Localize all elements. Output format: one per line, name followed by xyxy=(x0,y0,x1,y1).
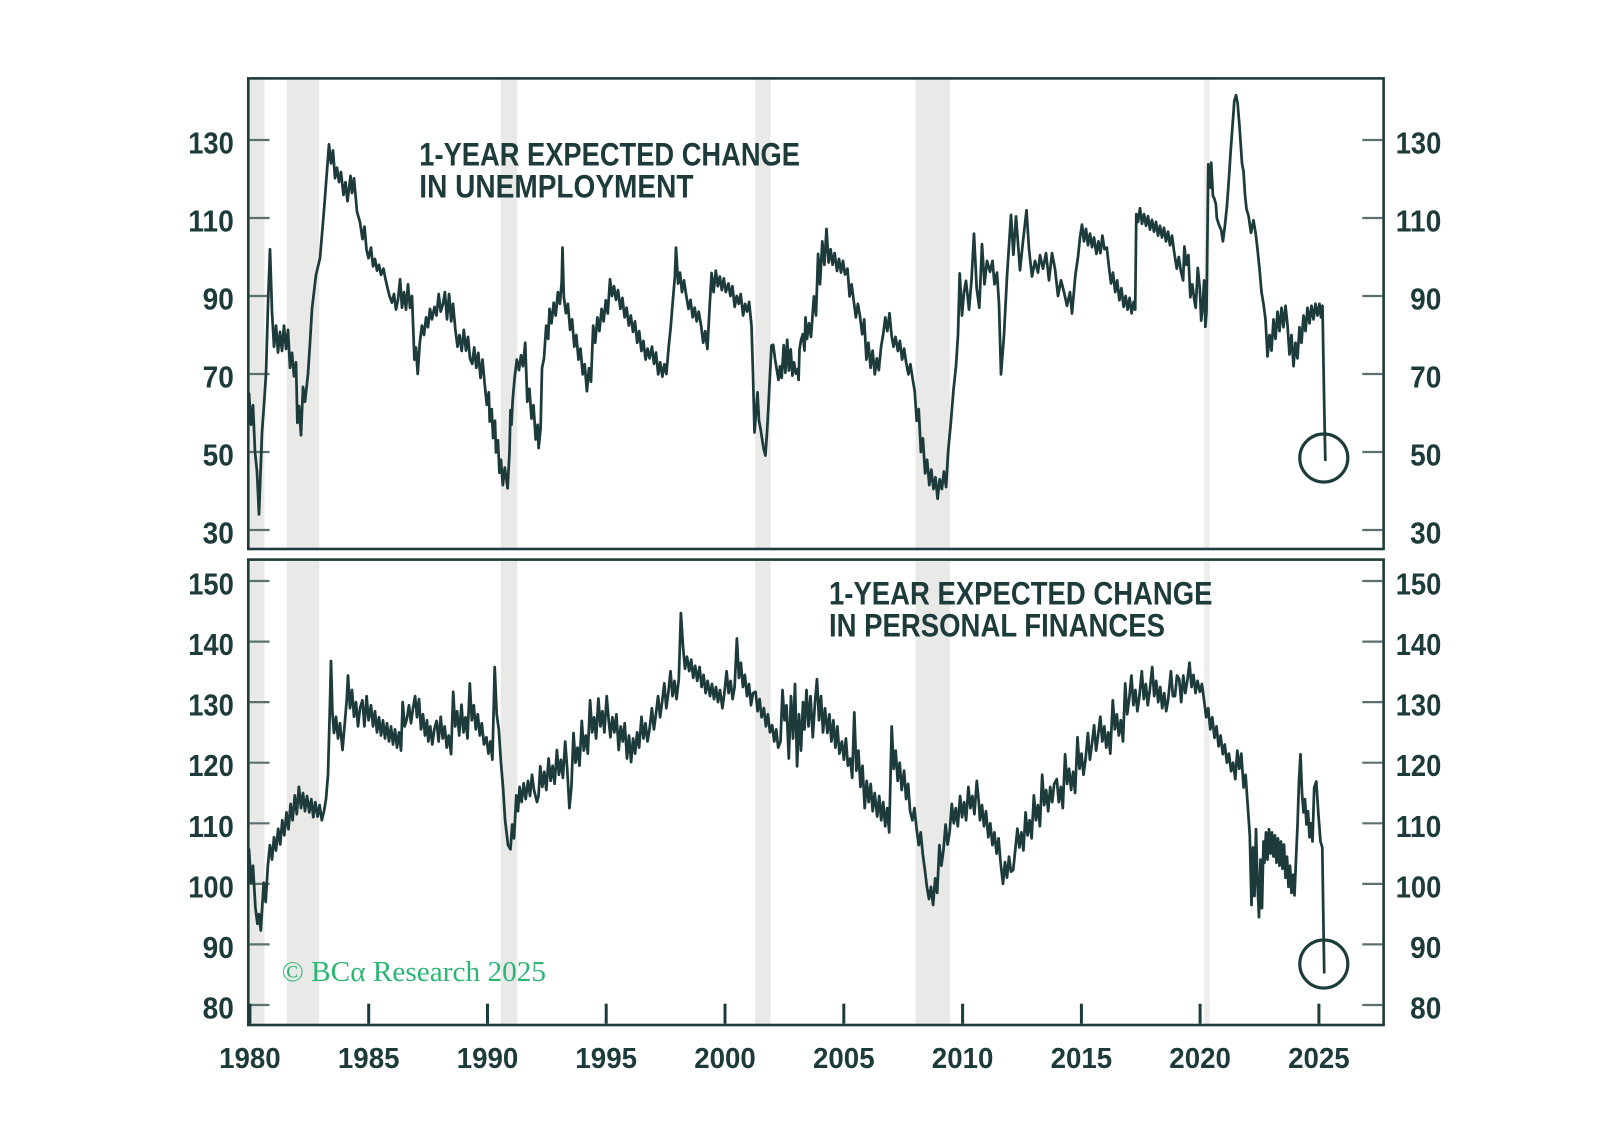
svg-text:1990: 1990 xyxy=(457,1043,519,1075)
svg-text:130: 130 xyxy=(188,126,234,161)
svg-text:1-YEAR EXPECTED CHANGE: 1-YEAR EXPECTED CHANGE xyxy=(419,137,800,173)
svg-text:30: 30 xyxy=(1410,516,1441,551)
svg-text:2010: 2010 xyxy=(932,1043,994,1075)
svg-text:IN PERSONAL FINANCES: IN PERSONAL FINANCES xyxy=(829,608,1165,644)
svg-text:2000: 2000 xyxy=(694,1043,756,1075)
svg-text:80: 80 xyxy=(203,991,234,1026)
svg-text:80: 80 xyxy=(1410,991,1441,1026)
svg-text:1985: 1985 xyxy=(338,1043,400,1075)
svg-text:130: 130 xyxy=(1396,688,1442,723)
svg-text:100: 100 xyxy=(188,869,234,904)
svg-text:IN UNEMPLOYMENT: IN UNEMPLOYMENT xyxy=(419,169,694,205)
svg-text:1980: 1980 xyxy=(219,1043,281,1075)
svg-text:2005: 2005 xyxy=(813,1043,875,1075)
svg-text:50: 50 xyxy=(203,438,234,473)
svg-text:90: 90 xyxy=(203,282,234,317)
svg-text:2015: 2015 xyxy=(1051,1043,1113,1075)
svg-text:70: 70 xyxy=(203,360,234,395)
svg-text:110: 110 xyxy=(188,809,234,844)
svg-text:1-YEAR EXPECTED CHANGE: 1-YEAR EXPECTED CHANGE xyxy=(829,576,1213,612)
svg-text:© BCα Research 2025: © BCα Research 2025 xyxy=(282,957,546,988)
svg-text:50: 50 xyxy=(1410,438,1441,473)
svg-text:30: 30 xyxy=(203,516,234,551)
svg-text:2020: 2020 xyxy=(1169,1043,1231,1075)
svg-text:120: 120 xyxy=(188,748,234,783)
svg-text:70: 70 xyxy=(1410,360,1441,395)
svg-text:90: 90 xyxy=(1410,282,1441,317)
svg-text:150: 150 xyxy=(188,567,234,602)
svg-text:90: 90 xyxy=(203,930,234,965)
svg-text:110: 110 xyxy=(188,204,234,239)
svg-text:1995: 1995 xyxy=(575,1043,637,1075)
svg-text:140: 140 xyxy=(188,627,234,662)
svg-text:2025: 2025 xyxy=(1288,1043,1350,1075)
svg-text:120: 120 xyxy=(1396,748,1442,783)
svg-text:110: 110 xyxy=(1396,809,1442,844)
svg-text:110: 110 xyxy=(1396,204,1442,239)
svg-text:150: 150 xyxy=(1396,567,1442,602)
svg-text:130: 130 xyxy=(188,688,234,723)
svg-text:140: 140 xyxy=(1396,627,1442,662)
svg-text:90: 90 xyxy=(1410,930,1441,965)
svg-text:100: 100 xyxy=(1396,869,1442,904)
svg-text:130: 130 xyxy=(1396,126,1442,161)
